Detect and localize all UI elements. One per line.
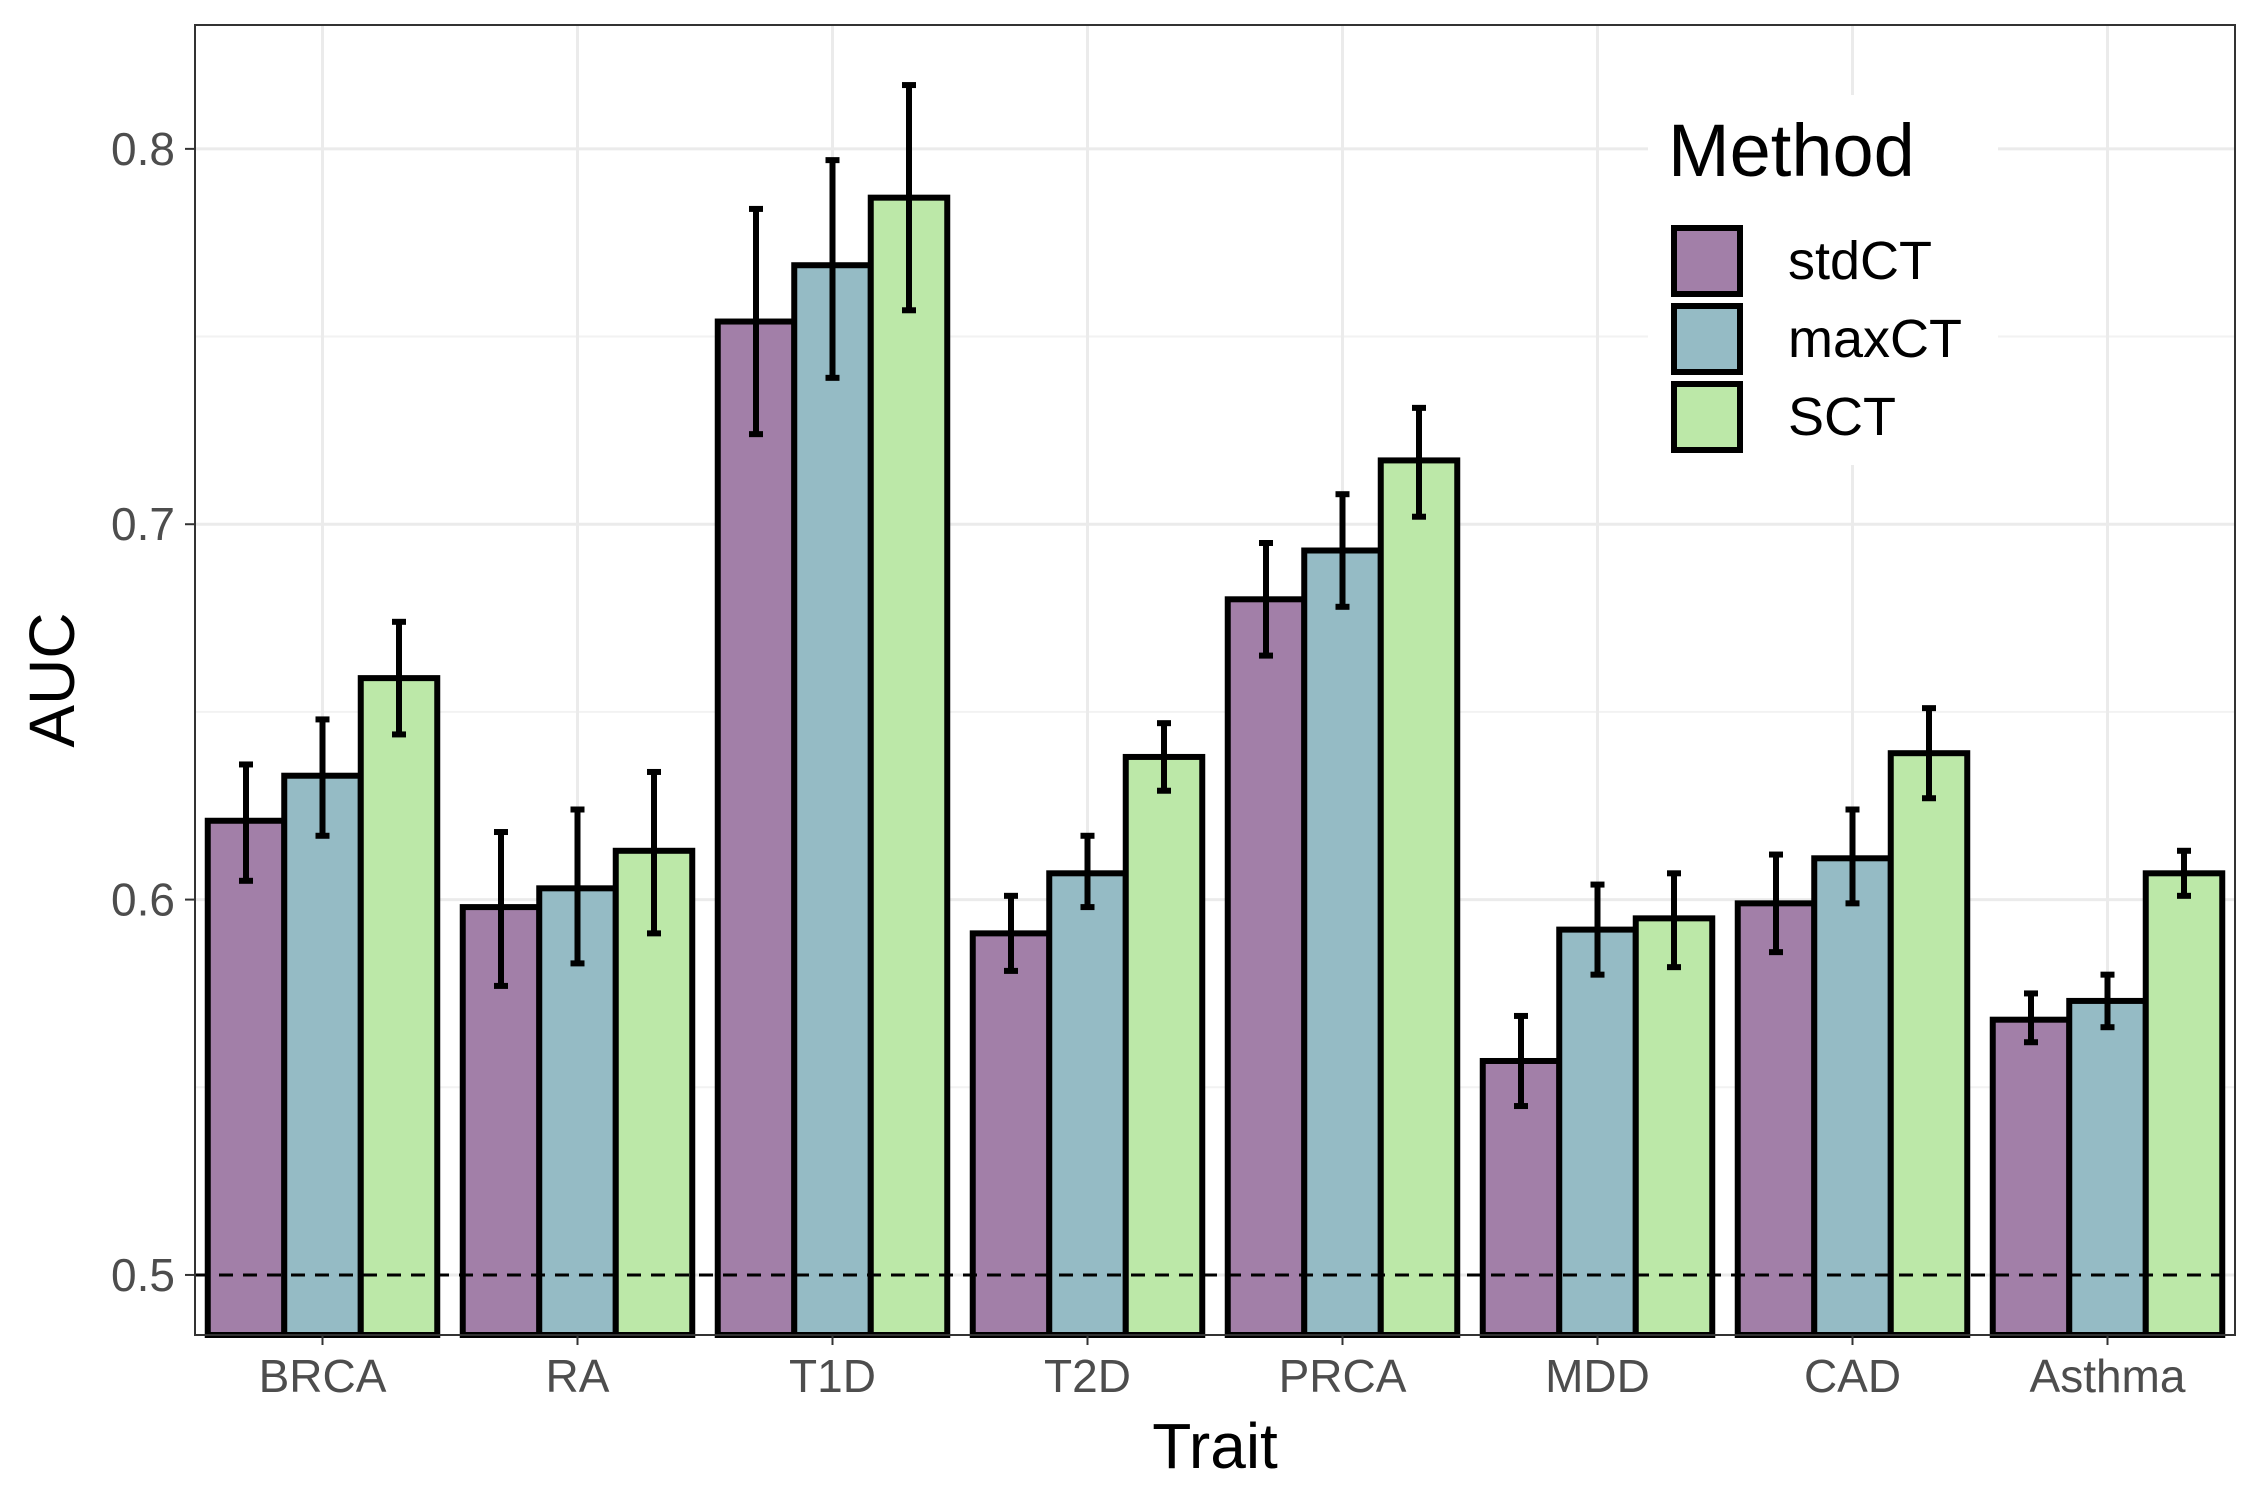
x-tick-label: MDD (1545, 1350, 1650, 1402)
bar-stdCT-Asthma (1989, 1016, 2073, 1339)
x-tick-label: CAD (1804, 1350, 1901, 1402)
x-axis-title: Trait (1152, 1410, 1278, 1482)
error-bar-SCT-MDD (1667, 870, 1681, 971)
x-tick-label: T1D (789, 1350, 876, 1402)
legend: Method stdCT maxCT SCT (1648, 95, 1998, 465)
error-bar-SCT-Asthma (2177, 847, 2191, 899)
x-tick-label: RA (546, 1350, 610, 1402)
error-bar-stdCT-MDD (1514, 1012, 1528, 1110)
error-bar-SCT-RA (647, 768, 661, 937)
error-bar-maxCT-Asthma (2100, 971, 2115, 1031)
bar-SCT-Asthma (2142, 870, 2226, 1338)
error-bar-stdCT-PRCA (1259, 539, 1273, 659)
error-bars (239, 82, 2191, 1110)
bar-SCT-CAD (1887, 750, 1971, 1338)
bar-stdCT-T1D (714, 318, 798, 1338)
legend-key-stdCT (1671, 225, 1743, 297)
legend-label-SCT: SCT (1788, 387, 1896, 447)
bar-SCT-T1D (867, 194, 951, 1338)
error-bar-maxCT-PRCA (1335, 491, 1350, 610)
plot-panel-border (194, 24, 2236, 1336)
legend-label-maxCT: maxCT (1788, 309, 1962, 369)
error-bar-stdCT-T2D (1004, 892, 1018, 974)
error-bar-stdCT-Asthma (2024, 990, 2038, 1046)
bar-maxCT-T1D (791, 262, 874, 1338)
bar-SCT-MDD (1632, 915, 1716, 1338)
bars (204, 194, 2226, 1339)
bar-maxCT-T2D (1046, 870, 1129, 1338)
error-bar-SCT-PRCA (1412, 404, 1426, 520)
bar-SCT-BRCA (357, 675, 441, 1338)
bar-maxCT-BRCA (281, 772, 364, 1338)
bar-stdCT-PRCA (1224, 596, 1308, 1338)
legend-title: Method (1668, 109, 1915, 192)
error-bar-stdCT-BRCA (239, 761, 253, 884)
x-tick-label: T2D (1044, 1350, 1131, 1402)
bar-SCT-T2D (1122, 753, 1206, 1338)
bar-SCT-PRCA (1377, 457, 1461, 1338)
error-bar-maxCT-MDD (1590, 881, 1605, 978)
error-bar-SCT-CAD (1922, 705, 1936, 802)
error-bar-stdCT-CAD (1769, 851, 1783, 956)
y-tick-label: 0.8 (111, 123, 175, 175)
y-axis: 0.5 0.6 0.7 0.8 (111, 123, 195, 1301)
error-bar-SCT-T1D (902, 82, 916, 314)
error-bar-SCT-T2D (1157, 720, 1171, 794)
y-tick-label: 0.5 (111, 1249, 175, 1301)
legend-label-stdCT: stdCT (1788, 231, 1932, 291)
error-bar-maxCT-T2D (1080, 832, 1095, 911)
y-tick-label: 0.7 (111, 498, 175, 550)
x-axis: BRCA RA T1D T2D PRCA MDD CAD Asthma (259, 1335, 2186, 1402)
bar-stdCT-CAD (1734, 900, 1818, 1339)
x-tick-label: PRCA (1279, 1350, 1407, 1402)
x-tick-label: Asthma (2030, 1350, 2186, 1402)
error-bar-maxCT-BRCA (315, 716, 330, 839)
legend-key-SCT (1671, 381, 1743, 453)
error-bar-SCT-BRCA (392, 618, 406, 738)
error-bar-stdCT-RA (494, 829, 508, 989)
y-axis-title: AUC (16, 612, 88, 747)
error-bar-maxCT-RA (570, 806, 585, 967)
error-bar-maxCT-CAD (1845, 806, 1860, 907)
bar-maxCT-Asthma (2066, 997, 2149, 1338)
legend-key-maxCT (1671, 303, 1743, 375)
x-tick-label: BRCA (259, 1350, 387, 1402)
bar-maxCT-PRCA (1301, 547, 1384, 1338)
error-bar-maxCT-T1D (825, 157, 840, 381)
bar-maxCT-CAD (1811, 855, 1894, 1338)
bar-stdCT-BRCA (204, 817, 288, 1338)
error-bar-stdCT-T1D (749, 205, 763, 438)
y-tick-label: 0.6 (111, 874, 175, 926)
